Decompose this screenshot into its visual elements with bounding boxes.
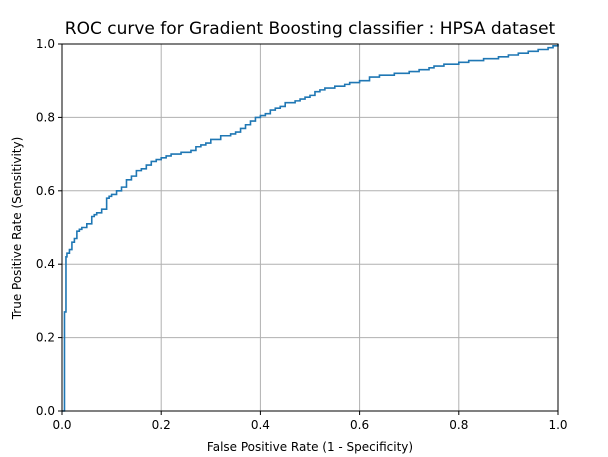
- x-tick-label: 0.6: [350, 418, 369, 432]
- chart-title: ROC curve for Gradient Boosting classifi…: [65, 19, 556, 39]
- x-tick-label: 0.8: [449, 418, 468, 432]
- y-axis-label: True Positive Rate (Sensitivity): [10, 137, 24, 321]
- plot-frame: [61, 43, 559, 412]
- roc-curve-line: [62, 44, 559, 412]
- x-tick-label: 1.0: [548, 418, 567, 432]
- y-tick-label: 0.8: [36, 110, 55, 124]
- x-tick-label: 0.2: [152, 418, 171, 432]
- y-tick-label: 1.0: [36, 37, 55, 51]
- y-tick-label: 0.4: [36, 257, 55, 271]
- y-axis-ticks: 0.0 0.2 0.4 0.6 0.8 1.0: [36, 37, 62, 418]
- x-axis-label: False Positive Rate (1 - Specificity): [207, 440, 413, 454]
- y-tick-label: 0.6: [36, 184, 55, 198]
- y-tick-label: 0.0: [36, 404, 55, 418]
- roc-curve-layer: [62, 44, 559, 412]
- x-axis-ticks: 0.0 0.2 0.4 0.6 0.8 1.0: [52, 411, 568, 432]
- y-tick-label: 0.2: [36, 331, 55, 345]
- x-tick-label: 0.0: [52, 418, 71, 432]
- x-tick-label: 0.4: [251, 418, 270, 432]
